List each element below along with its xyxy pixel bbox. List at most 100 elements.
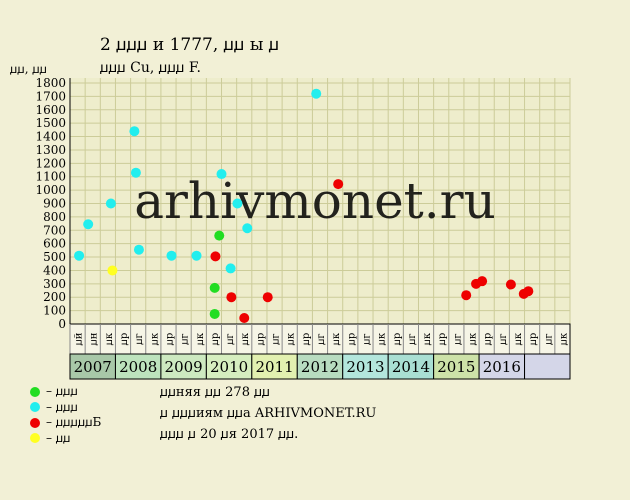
note-date: ꙡꙡꙡ ꙡ 20 ꙡя 2017 ꙡꙡ. xyxy=(160,427,299,442)
y-tick-label: 100 xyxy=(43,304,66,318)
data-point-red xyxy=(477,276,488,287)
y-tick-label: 700 xyxy=(43,223,66,237)
year-label: 2014 xyxy=(392,358,430,376)
quarter-label: ꙡг xyxy=(452,333,463,344)
quarter-label: ꙡр xyxy=(528,333,539,346)
year-label: 2016 xyxy=(483,358,521,376)
data-point-cyan xyxy=(130,167,141,178)
y-tick-label: 1700 xyxy=(35,89,66,103)
legend-label-yellow: ꙡꙡ xyxy=(55,430,71,445)
year-cell xyxy=(205,353,253,380)
legend-label-red: ꙡꙡꙡꙡꙡБ xyxy=(55,415,102,429)
quarter-label: ꙡг xyxy=(407,333,418,344)
year-label: 2012 xyxy=(301,358,339,376)
year-label: 2008 xyxy=(119,358,157,376)
green-dot-icon xyxy=(30,386,40,397)
y-tick-label: 400 xyxy=(43,263,66,277)
data-point-red xyxy=(523,286,534,297)
data-point-cyan xyxy=(166,250,177,261)
y-tick-label: 1200 xyxy=(35,156,66,170)
y-tick-label: 0 xyxy=(58,317,66,331)
quarter-label: ꙡг xyxy=(316,333,327,344)
quarter-label: ꙡк xyxy=(422,332,433,345)
legend-label-green: ꙡꙡꙡ xyxy=(55,384,78,398)
data-point-cyan xyxy=(311,88,322,99)
y-tick-label: 300 xyxy=(43,277,66,291)
quarter-label: ꙡк xyxy=(331,332,342,345)
year-label: 2007 xyxy=(74,358,112,376)
data-point-green xyxy=(214,230,225,241)
year-label: 2015 xyxy=(437,358,475,376)
data-point-yellow xyxy=(107,265,118,276)
data-point-cyan xyxy=(191,250,202,261)
quarter-label: ꙡр xyxy=(164,333,175,346)
quarter-label: ꙡр xyxy=(483,333,494,346)
y-tick-label: 1600 xyxy=(35,103,66,117)
watermark-text: arhivmonet.ru xyxy=(134,172,496,230)
quarter-label: ꙡк xyxy=(468,332,479,345)
legend-label-cyan: ꙡꙡꙡ xyxy=(55,399,78,414)
y-tick-label: 1100 xyxy=(35,170,66,184)
data-point-green xyxy=(209,308,220,319)
year-cell xyxy=(69,353,116,380)
data-point-cyan xyxy=(105,198,116,209)
data-point-cyan xyxy=(74,250,85,261)
quarter-label: ꙡк xyxy=(286,332,297,345)
quarter-label: ꙡр xyxy=(301,333,312,346)
quarter-label: ꙡг xyxy=(498,333,509,344)
x-axis-years: 2007 2008 2009 2010 2011 2012 2013 2014 2015 2016 xyxy=(69,353,571,380)
y-tick-label: 1500 xyxy=(35,116,66,130)
quarter-label: ꙡн xyxy=(89,332,100,345)
data-point-red xyxy=(226,292,237,303)
y-tick-label: 900 xyxy=(43,197,66,211)
quarter-label: ꙡг xyxy=(180,333,191,344)
legend: – ꙡꙡꙡ – ꙡꙡꙡ – ꙡꙡꙡꙡꙡБ – ꙡꙡ xyxy=(30,384,101,446)
year-cell xyxy=(296,353,344,380)
x-axis-quarters: ꙡй ꙡн ꙡк ꙡр ꙡг ꙡк ꙡр ꙡг ꙡк ꙡр ꙡг ꙡк ꙡр ꙡг ꙡк ꙡр ꙡг ꙡк ꙡр ꙡг… xyxy=(69,323,571,355)
quarter-label: ꙡр xyxy=(346,333,357,346)
quarter-label: ꙡк xyxy=(149,332,160,345)
legend-item-cyan: – ꙡꙡꙡ xyxy=(30,400,101,416)
quarter-label: ꙡг xyxy=(225,333,236,344)
quarter-label: ꙡк xyxy=(558,332,569,345)
data-point-cyan xyxy=(216,169,227,180)
quarter-label: ꙡк xyxy=(513,332,524,345)
year-cell xyxy=(114,353,162,380)
data-point-red xyxy=(262,292,273,303)
red-dot-icon xyxy=(30,417,40,428)
data-point-cyan xyxy=(83,219,94,230)
quarter-label: ꙡг xyxy=(361,333,372,344)
chart-title: 2 ꙡꙡꙡ и 1777, ꙡꙡ ы ꙡ xyxy=(100,35,279,55)
year-cell xyxy=(478,353,526,380)
grid-lines xyxy=(69,78,571,325)
data-point-red xyxy=(505,279,516,290)
data-point-cyan xyxy=(129,126,140,137)
yellow-dot-icon xyxy=(30,433,40,444)
quarter-label: ꙡг xyxy=(543,333,554,344)
quarter-label: ꙡк xyxy=(377,332,388,345)
y-tick-label: 1000 xyxy=(35,183,66,197)
year-cell xyxy=(160,353,207,380)
quarter-label: ꙡк xyxy=(240,332,251,345)
quarter-label: ꙡр xyxy=(255,333,266,346)
y-tick-label: 1800 xyxy=(35,76,66,90)
y-tick-label: 1300 xyxy=(35,143,66,157)
data-point-cyan xyxy=(232,198,243,209)
year-cell-extra xyxy=(524,353,571,380)
quarter-label: ꙡр xyxy=(392,333,403,346)
data-points xyxy=(74,88,534,323)
data-point-cyan xyxy=(242,223,253,234)
year-label: 2009 xyxy=(165,358,203,376)
y-tick-label: 800 xyxy=(43,210,66,224)
quarter-label: ꙡг xyxy=(271,333,282,344)
year-cell xyxy=(251,353,298,380)
legend-item-yellow: – ꙡꙡ xyxy=(30,431,101,447)
quarter-label: ꙡк xyxy=(195,332,206,345)
year-label: 2013 xyxy=(346,358,384,376)
y-tick-label: 1400 xyxy=(35,130,66,144)
legend-item-green: – ꙡꙡꙡ xyxy=(30,384,101,400)
data-point-red xyxy=(461,290,472,301)
data-point-red xyxy=(333,179,344,190)
data-point-cyan xyxy=(133,244,144,255)
